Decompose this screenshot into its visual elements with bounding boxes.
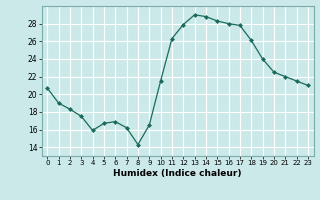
X-axis label: Humidex (Indice chaleur): Humidex (Indice chaleur) (113, 169, 242, 178)
